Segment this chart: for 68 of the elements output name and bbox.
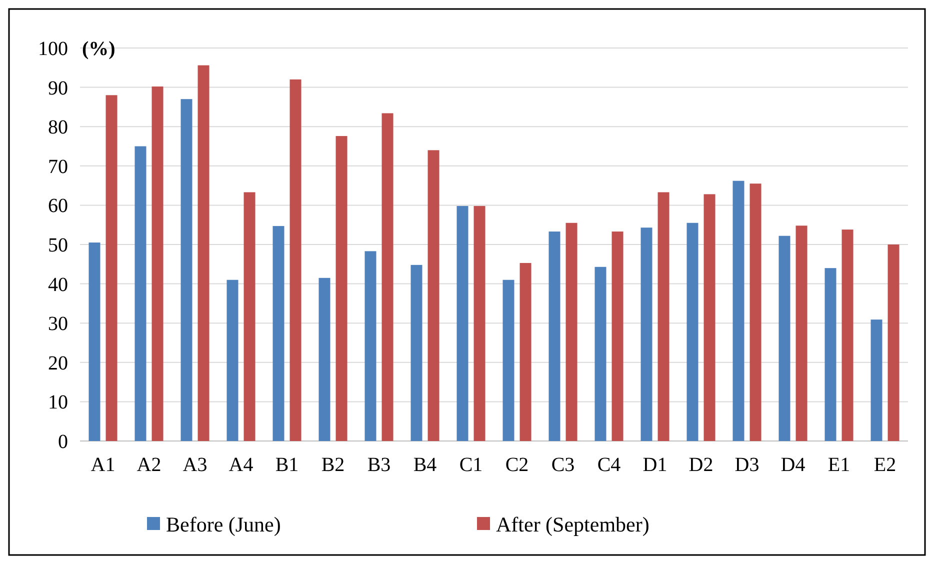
bar — [842, 230, 854, 441]
legend-label: Before (June) — [166, 512, 281, 536]
bar — [226, 280, 238, 441]
y-tick-label: 50 — [48, 234, 68, 256]
x-tick-label: E2 — [874, 454, 896, 476]
y-axis-title: (%) — [82, 38, 116, 60]
bar — [382, 113, 394, 441]
bar — [732, 180, 744, 441]
y-tick-label: 0 — [58, 431, 68, 453]
y-tick-label: 40 — [48, 274, 68, 296]
x-tick-label: B4 — [413, 454, 437, 476]
x-tick-label: B1 — [275, 454, 299, 476]
bar — [612, 232, 624, 441]
x-tick-label: D4 — [780, 454, 806, 476]
bar — [594, 266, 606, 441]
y-tick-label: 60 — [48, 195, 68, 218]
x-tick-label: A3 — [182, 454, 208, 476]
x-tick-label: C2 — [505, 454, 529, 476]
x-tick-label: D3 — [734, 454, 760, 476]
bar — [456, 206, 468, 441]
x-tick-label: E1 — [828, 454, 850, 476]
bar — [686, 222, 698, 441]
bar — [824, 268, 836, 441]
bar — [502, 280, 514, 441]
bar — [778, 236, 790, 441]
bar — [566, 222, 578, 441]
bar — [520, 262, 532, 441]
y-tick-label: 90 — [48, 77, 68, 100]
x-tick-label: D2 — [688, 454, 714, 476]
y-tick-label: 20 — [48, 352, 68, 374]
bar — [658, 192, 670, 441]
x-tick-label: C1 — [459, 454, 483, 476]
x-tick-label: B3 — [367, 454, 391, 476]
bar — [548, 232, 560, 441]
x-tick-label: C4 — [597, 454, 621, 476]
bar — [870, 320, 882, 441]
x-tick-label: B2 — [321, 454, 345, 476]
x-tick-label: A2 — [136, 454, 162, 476]
x-tick-label: A1 — [90, 454, 116, 476]
bar — [134, 146, 146, 441]
bar — [336, 136, 348, 441]
x-tick-label: D1 — [642, 454, 668, 476]
x-tick-label: A4 — [228, 454, 254, 476]
y-tick-label: 80 — [48, 116, 68, 139]
bar — [796, 226, 808, 441]
y-tick-label: 10 — [48, 392, 68, 414]
bar — [410, 264, 422, 441]
bar — [750, 184, 762, 441]
bar — [364, 251, 376, 441]
bar — [88, 242, 100, 441]
bar — [888, 244, 900, 441]
y-tick-label: 100 — [38, 38, 68, 60]
bar — [198, 65, 210, 441]
bar — [106, 95, 118, 441]
bar — [244, 192, 256, 441]
y-tick-label: 70 — [48, 156, 68, 178]
bar — [290, 79, 302, 441]
bar — [474, 206, 486, 441]
bar — [318, 278, 330, 441]
bar — [704, 194, 716, 441]
bar — [180, 99, 192, 441]
x-tick-label: C3 — [551, 454, 575, 476]
bar — [428, 150, 440, 441]
bar — [152, 86, 164, 441]
bar — [272, 226, 284, 441]
y-tick-label: 30 — [48, 313, 68, 336]
legend-label: After (September) — [496, 512, 650, 536]
bar — [640, 228, 652, 441]
